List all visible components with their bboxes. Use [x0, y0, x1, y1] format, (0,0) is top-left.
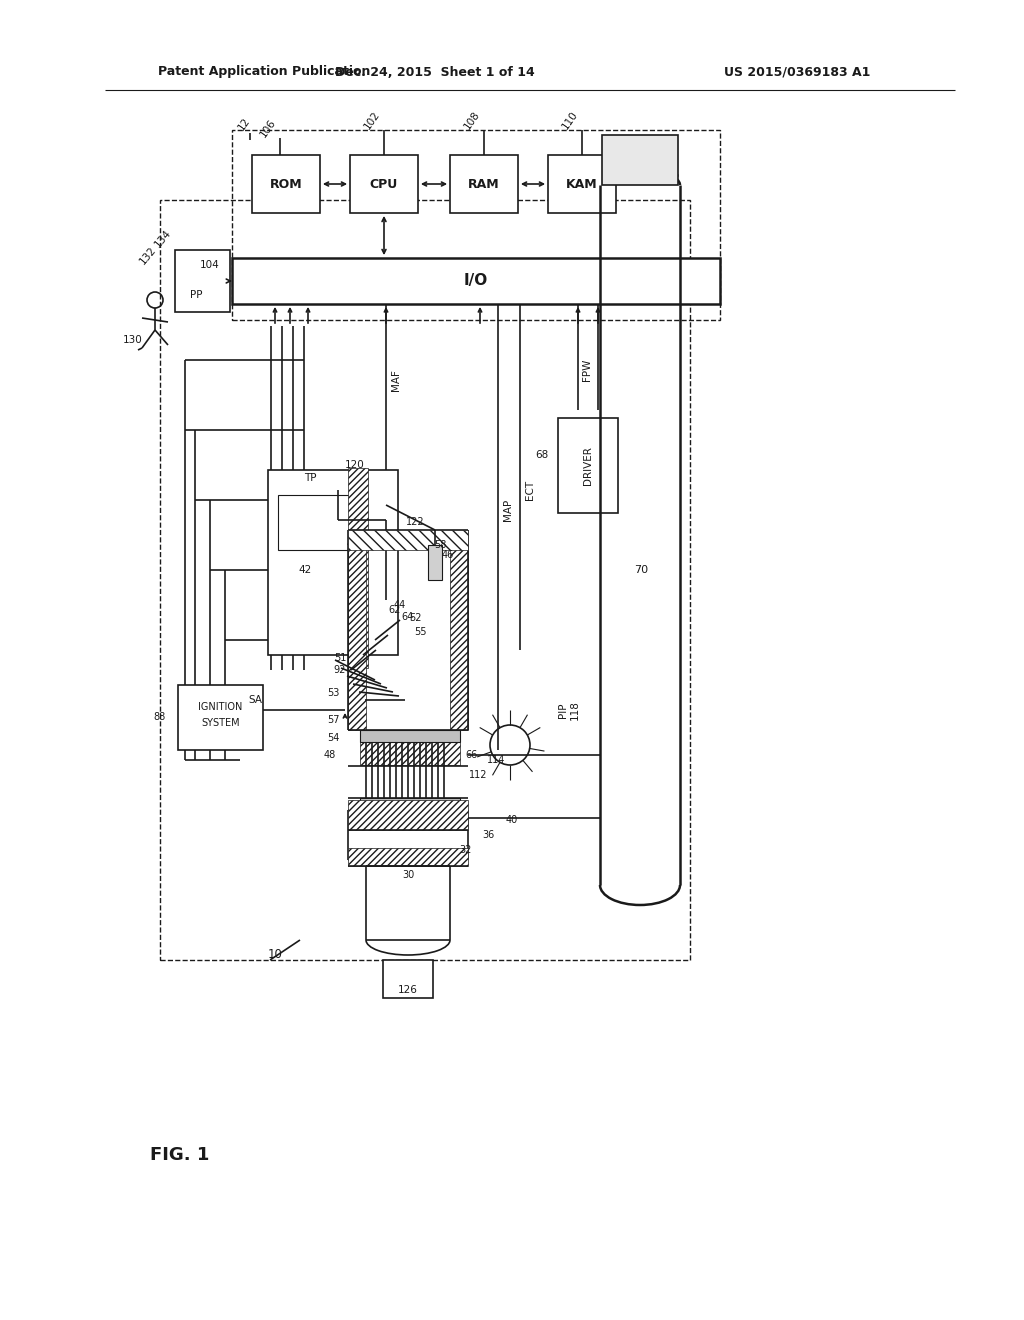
- Text: 58: 58: [434, 540, 446, 550]
- Text: 118: 118: [570, 700, 580, 719]
- Text: ROM: ROM: [269, 177, 302, 190]
- Text: 132: 132: [138, 244, 159, 265]
- Text: 46: 46: [442, 550, 454, 560]
- Bar: [602, 135, 678, 185]
- Text: 12: 12: [237, 116, 252, 132]
- Text: 40: 40: [506, 814, 518, 825]
- Text: 126: 126: [398, 985, 418, 995]
- Text: MAP: MAP: [503, 499, 513, 521]
- Bar: [360, 800, 460, 825]
- Bar: [232, 129, 720, 319]
- Text: 44: 44: [394, 601, 407, 610]
- Bar: [383, 960, 433, 998]
- Text: SA: SA: [248, 696, 262, 705]
- Text: 114: 114: [486, 755, 505, 766]
- Text: 57: 57: [327, 715, 339, 725]
- Text: 120: 120: [345, 459, 365, 470]
- Text: 48: 48: [324, 750, 336, 760]
- Text: FPW: FPW: [582, 359, 592, 381]
- Bar: [175, 249, 230, 312]
- Text: 130: 130: [123, 335, 143, 345]
- Text: CPU: CPU: [370, 177, 398, 190]
- Text: 108: 108: [462, 110, 481, 131]
- Text: 66: 66: [466, 750, 478, 760]
- Bar: [548, 154, 616, 213]
- Text: 68: 68: [535, 450, 548, 459]
- Text: 134: 134: [153, 227, 173, 249]
- Text: 64: 64: [400, 612, 413, 622]
- Text: 54: 54: [327, 733, 339, 743]
- Bar: [268, 470, 398, 655]
- Text: 104: 104: [200, 260, 220, 271]
- Bar: [450, 154, 518, 213]
- Text: US 2015/0369183 A1: US 2015/0369183 A1: [724, 66, 870, 78]
- Bar: [348, 531, 468, 550]
- Text: 92: 92: [334, 665, 346, 675]
- Text: 102: 102: [362, 110, 382, 131]
- Text: Dec. 24, 2015  Sheet 1 of 14: Dec. 24, 2015 Sheet 1 of 14: [335, 66, 535, 78]
- Text: DRIVER: DRIVER: [583, 446, 593, 484]
- Bar: [348, 847, 468, 866]
- Text: RAM: RAM: [468, 177, 500, 190]
- Bar: [178, 685, 263, 750]
- Text: 88: 88: [154, 711, 166, 722]
- Bar: [558, 418, 618, 513]
- Bar: [232, 257, 720, 304]
- Text: ECT: ECT: [525, 480, 535, 500]
- Text: 53: 53: [327, 688, 339, 698]
- Text: 10: 10: [268, 949, 283, 961]
- Text: 106: 106: [258, 117, 278, 139]
- Bar: [360, 741, 460, 766]
- Bar: [348, 531, 366, 730]
- Text: I/O: I/O: [464, 273, 488, 289]
- Bar: [350, 154, 418, 213]
- Bar: [360, 799, 460, 810]
- Bar: [278, 495, 362, 550]
- Text: TP: TP: [304, 473, 316, 483]
- Text: Patent Application Publication: Patent Application Publication: [158, 66, 371, 78]
- Text: 112: 112: [469, 770, 487, 780]
- Text: PP: PP: [190, 290, 203, 300]
- Text: 122: 122: [406, 517, 424, 527]
- Text: SYSTEM: SYSTEM: [201, 718, 240, 729]
- Text: 51: 51: [334, 653, 346, 663]
- Bar: [428, 545, 442, 579]
- Text: FIG. 1: FIG. 1: [150, 1146, 209, 1164]
- Text: 62: 62: [389, 605, 401, 615]
- Text: 52: 52: [409, 612, 421, 623]
- Text: 110: 110: [560, 110, 580, 131]
- Text: MAF: MAF: [391, 370, 401, 391]
- Text: 70: 70: [634, 565, 648, 576]
- Text: 32: 32: [459, 845, 471, 855]
- Bar: [252, 154, 319, 213]
- Text: IGNITION: IGNITION: [199, 702, 243, 711]
- Text: 30: 30: [401, 870, 414, 880]
- Bar: [450, 531, 468, 730]
- Bar: [360, 730, 460, 742]
- Text: 36: 36: [482, 830, 495, 840]
- Bar: [348, 800, 468, 830]
- Bar: [348, 469, 368, 668]
- Text: 42: 42: [298, 565, 311, 576]
- Text: PIP: PIP: [558, 702, 568, 718]
- Text: KAM: KAM: [566, 177, 598, 190]
- Bar: [160, 201, 690, 960]
- Text: 55: 55: [414, 627, 426, 638]
